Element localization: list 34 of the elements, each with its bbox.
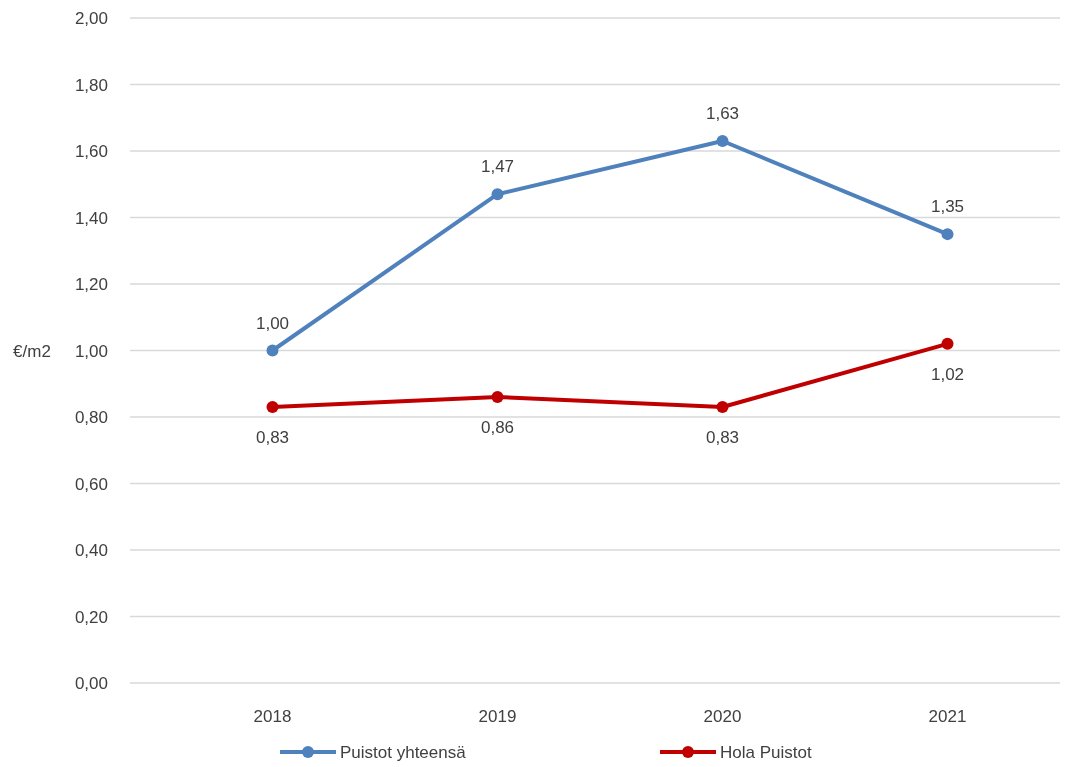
y-axis-title: €/m2 <box>13 341 51 361</box>
point <box>716 135 729 148</box>
point <box>491 188 504 201</box>
data-label: 1,35 <box>930 197 965 217</box>
legend-label: Hola Puistot <box>720 743 812 762</box>
point <box>491 391 504 404</box>
y-tick-label: 1,60 <box>74 142 108 161</box>
data-label: 1,63 <box>705 104 740 124</box>
legend-label: Puistot yhteensä <box>340 743 467 762</box>
point <box>941 337 954 350</box>
x-tick-label: 2018 <box>253 707 292 726</box>
y-tick-label: 1,20 <box>74 275 108 294</box>
point <box>716 401 729 414</box>
data-label: 1,00 <box>255 313 290 333</box>
y-tick-label: 2,00 <box>74 9 108 28</box>
point <box>266 344 279 357</box>
y-tick-label: 0,60 <box>74 474 108 494</box>
y-tick-label: 0,40 <box>74 541 108 560</box>
data-label: 0,83 <box>255 428 290 448</box>
x-tick-label: 2019 <box>478 707 517 726</box>
y-tick-label: 0,00 <box>74 674 108 693</box>
point <box>941 228 954 241</box>
y-tick-label: 1,40 <box>74 208 108 228</box>
y-tick-label: 0,80 <box>74 408 108 427</box>
point <box>266 401 279 414</box>
data-label: 0,83 <box>705 428 740 448</box>
y-tick-label: 1,80 <box>74 75 108 95</box>
y-tick-label: 1,00 <box>74 341 108 361</box>
x-tick-label: 2021 <box>928 707 967 726</box>
x-tick-label: 2020 <box>703 707 742 726</box>
data-label: 0,86 <box>480 418 515 438</box>
data-label: 1,02 <box>930 364 965 384</box>
data-label: 1,47 <box>480 157 515 177</box>
y-tick-label: 0,20 <box>74 607 108 627</box>
